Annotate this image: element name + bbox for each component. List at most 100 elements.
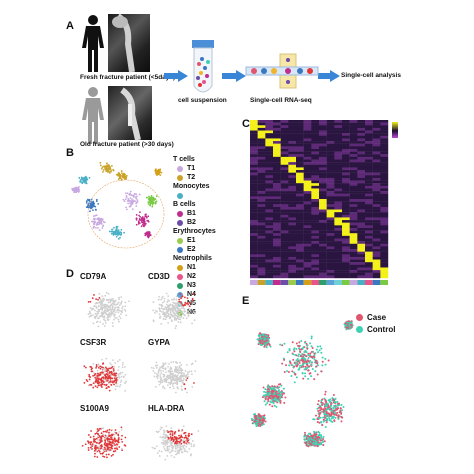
cell-point — [103, 449, 106, 452]
heatmap-cell — [319, 183, 327, 187]
cell-point — [109, 300, 112, 303]
heatmap-cell — [349, 122, 358, 126]
heatmap-cell — [265, 141, 274, 144]
legend-item: B cells — [173, 200, 237, 209]
heatmap-cell — [288, 148, 297, 152]
cell-point — [96, 428, 99, 430]
heatmap-cell — [349, 177, 358, 181]
heatmap-cell — [280, 127, 289, 131]
cell-point — [99, 321, 102, 324]
cell-point — [134, 200, 137, 203]
cell-point — [135, 197, 138, 200]
heatmap-cell — [349, 220, 358, 223]
tsne-plot-e — [250, 320, 354, 448]
cell-point — [138, 214, 140, 217]
heatmap-cell — [372, 177, 381, 181]
cell-point — [110, 367, 113, 369]
cell-point — [121, 172, 123, 175]
heatmap-cell — [311, 185, 320, 189]
heatmap-cell — [326, 238, 335, 242]
cell-point — [325, 401, 328, 404]
cell-point — [159, 310, 162, 312]
cell-point — [275, 390, 278, 393]
heatmap-cell — [357, 204, 366, 208]
heatmap-cell — [280, 275, 289, 279]
cell-point — [77, 191, 80, 193]
heatmap-cell — [311, 172, 320, 176]
legend-label: N1 — [187, 264, 196, 271]
cell-point — [104, 374, 106, 377]
heatmap-cell — [273, 267, 281, 271]
heatmap-cell — [265, 125, 274, 129]
cell-point — [307, 357, 310, 360]
heatmap-cell — [326, 162, 335, 165]
cell-point — [123, 200, 126, 202]
cell-point — [263, 414, 266, 417]
cell-point — [89, 210, 91, 213]
heatmap-cell — [365, 220, 373, 223]
cell-point — [307, 369, 310, 372]
cell-point — [117, 306, 120, 309]
feature-plot: HLA-DRA — [142, 404, 208, 468]
cell-point — [274, 394, 277, 397]
heatmap-cell — [273, 206, 281, 210]
heatmap-cell — [273, 180, 281, 184]
heatmap-cell — [250, 141, 258, 144]
cell-point — [94, 317, 97, 320]
cell-point — [81, 444, 84, 447]
heatmap-cell — [296, 193, 304, 197]
cell-point — [303, 368, 306, 371]
heatmap-cell — [265, 146, 274, 150]
cell-point — [186, 443, 189, 446]
cell-point — [298, 345, 301, 348]
cell-point — [152, 301, 155, 303]
cell-point — [308, 372, 311, 375]
heatmap-cell — [288, 151, 297, 155]
cell-point — [181, 445, 184, 447]
cell-point — [89, 436, 92, 439]
cell-point — [275, 405, 278, 408]
heatmap-cell — [372, 270, 381, 273]
cell-point — [104, 441, 107, 444]
cell-point — [180, 379, 183, 382]
heatmap-cell — [311, 206, 320, 210]
cell-point — [302, 365, 305, 368]
cell-point — [90, 204, 92, 206]
cell-point — [113, 438, 116, 441]
cell-point — [109, 444, 112, 446]
heatmap-cell — [349, 172, 358, 176]
heatmap-cell — [280, 267, 289, 271]
cell-point — [174, 366, 177, 368]
heatmap-cell — [380, 185, 389, 189]
cell-point — [112, 169, 115, 172]
cell-point — [301, 363, 304, 366]
cell-point — [100, 437, 103, 440]
cell-point — [304, 367, 307, 370]
cell-point — [262, 423, 265, 426]
heatmap-cell — [250, 246, 258, 250]
cell-point — [100, 378, 102, 381]
heatmap-cell — [288, 209, 297, 213]
heatmap-cell — [296, 151, 304, 155]
cell-point — [162, 313, 164, 316]
cell-point — [95, 441, 98, 444]
cell-point — [321, 403, 324, 406]
heatmap-cell — [257, 259, 266, 263]
cell-point — [72, 188, 75, 191]
cell-point — [307, 352, 310, 355]
cell-point — [158, 455, 161, 457]
cell-point — [105, 444, 108, 447]
heatmap-cell — [273, 148, 281, 152]
heatmap-cell — [296, 225, 304, 229]
heatmap-cell — [357, 259, 366, 263]
cell-point — [342, 406, 345, 409]
heatmap-cell — [311, 243, 320, 247]
cell-point — [191, 322, 193, 325]
cell-point — [333, 401, 336, 404]
cluster-annotation-bar — [334, 280, 342, 285]
heatmap-cell — [342, 256, 350, 260]
heatmap-cell — [349, 130, 358, 134]
cell-point — [132, 195, 135, 198]
cell-point — [119, 383, 122, 386]
heatmap-cell — [296, 120, 304, 123]
